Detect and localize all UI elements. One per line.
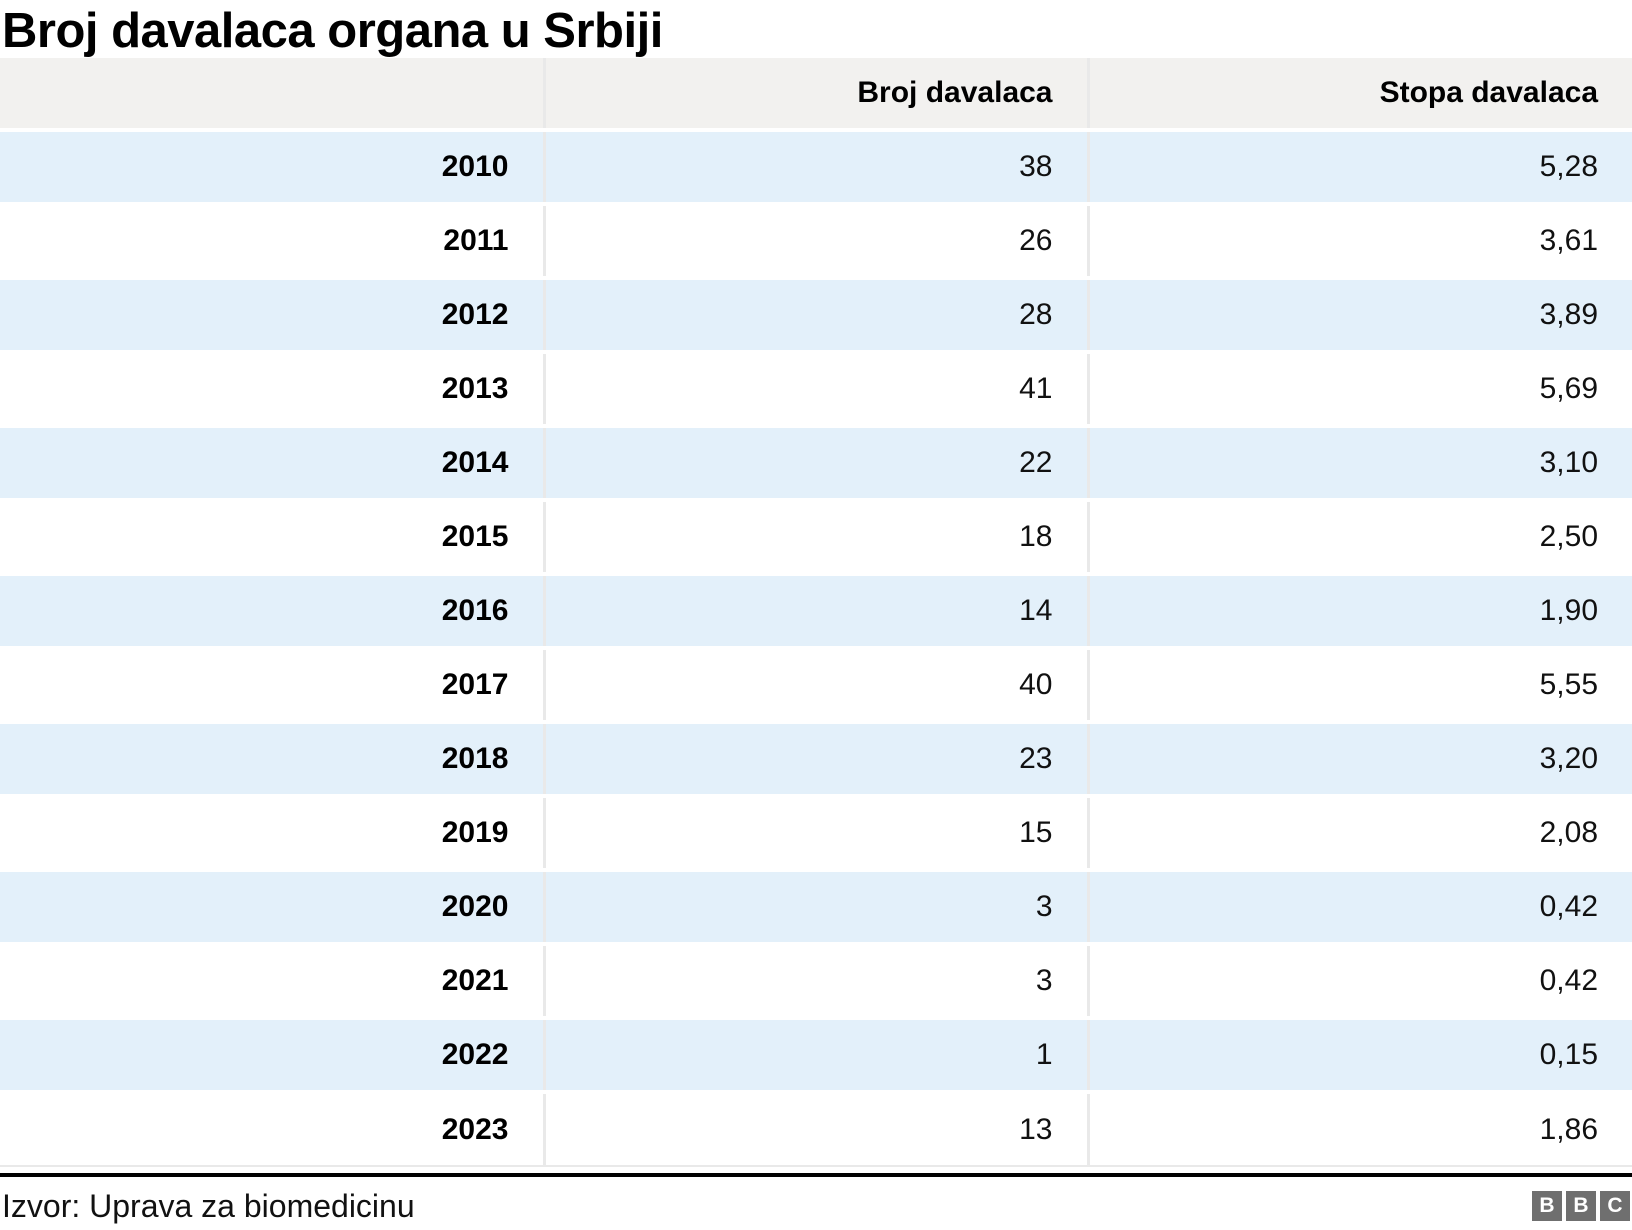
year-cell: 2015: [0, 500, 546, 576]
table-row: 2017 40 5,55: [0, 648, 1632, 724]
footer: Izvor: Uprava za biomedicinu B B C: [0, 1187, 1632, 1225]
donor-count-cell: 13: [544, 1092, 1090, 1167]
donor-rate-cell: 5,55: [1088, 648, 1632, 724]
bbc-logo: B B C: [1532, 1191, 1630, 1221]
year-cell: 2011: [0, 204, 546, 280]
donor-rate-cell: 1,86: [1088, 1092, 1632, 1167]
donor-count-cell: 3: [544, 944, 1090, 1020]
table-row: 2011 26 3,61: [0, 204, 1632, 280]
table-body: 2010 38 5,28 2011 26 3,61 2012 28 3,89 2013 41 5,69…: [0, 130, 1632, 1167]
year-cell: 2013: [0, 352, 546, 428]
year-cell: 2023: [0, 1092, 546, 1167]
table-row: 2015 18 2,50: [0, 500, 1632, 576]
donor-rate-cell: 3,89: [1088, 278, 1632, 354]
year-cell: 2012: [0, 278, 546, 354]
donor-rate-cell: 2,50: [1088, 500, 1632, 576]
year-cell: 2014: [0, 426, 546, 502]
donor-rate-cell: 2,08: [1088, 796, 1632, 872]
donor-rate-cell: 3,20: [1088, 722, 1632, 798]
donor-count-cell: 23: [544, 722, 1090, 798]
donor-count-cell: 18: [544, 500, 1090, 576]
donor-count-cell: 38: [544, 130, 1090, 206]
header-cell-broj-davalaca: Broj davalaca: [544, 58, 1090, 132]
data-table: Broj davalaca Stopa davalaca 2010 38 5,28 2…: [0, 58, 1632, 1167]
donor-count-cell: 26: [544, 204, 1090, 280]
year-cell: 2016: [0, 574, 546, 650]
donor-rate-cell: 3,10: [1088, 426, 1632, 502]
donor-count-cell: 1: [544, 1018, 1090, 1094]
year-cell: 2018: [0, 722, 546, 798]
donor-rate-cell: 0,42: [1088, 870, 1632, 946]
table-row: 2010 38 5,28: [0, 130, 1632, 206]
donor-count-cell: 14: [544, 574, 1090, 650]
bbc-logo-block-c: C: [1600, 1191, 1630, 1221]
donor-rate-cell: 0,42: [1088, 944, 1632, 1020]
table-row: 2014 22 3,10: [0, 426, 1632, 502]
header-cell-stopa-davalaca: Stopa davalaca: [1088, 58, 1632, 132]
table-row: 2013 41 5,69: [0, 352, 1632, 428]
donor-count-cell: 22: [544, 426, 1090, 502]
year-cell: 2021: [0, 944, 546, 1020]
table-row: 2023 13 1,86: [0, 1092, 1632, 1167]
donor-count-cell: 40: [544, 648, 1090, 724]
year-cell: 2022: [0, 1018, 546, 1094]
donor-count-cell: 3: [544, 870, 1090, 946]
year-cell: 2020: [0, 870, 546, 946]
table-row: 2016 14 1,90: [0, 574, 1632, 650]
year-cell: 2017: [0, 648, 546, 724]
donor-count-cell: 15: [544, 796, 1090, 872]
chart-title: Broj davalaca organa u Srbiji: [2, 4, 663, 58]
donor-rate-cell: 0,15: [1088, 1018, 1632, 1094]
table-row: 2019 15 2,08: [0, 796, 1632, 872]
donor-rate-cell: 3,61: [1088, 204, 1632, 280]
year-cell: 2010: [0, 130, 546, 206]
divider-rule: [0, 1173, 1632, 1177]
donor-rate-cell: 5,28: [1088, 130, 1632, 206]
table-row: 2020 3 0,42: [0, 870, 1632, 946]
table-row: 2022 1 0,15: [0, 1018, 1632, 1094]
donor-rate-cell: 1,90: [1088, 574, 1632, 650]
table-row: 2012 28 3,89: [0, 278, 1632, 354]
table-row: 2021 3 0,42: [0, 944, 1632, 1020]
year-cell: 2019: [0, 796, 546, 872]
source-label: Izvor: Uprava za biomedicinu: [2, 1188, 415, 1224]
donor-count-cell: 28: [544, 278, 1090, 354]
donor-rate-cell: 5,69: [1088, 352, 1632, 428]
header-row: Broj davalaca Stopa davalaca: [0, 58, 1632, 132]
header-cell-year: [0, 58, 546, 132]
donor-count-cell: 41: [544, 352, 1090, 428]
table-header: Broj davalaca Stopa davalaca: [0, 58, 1632, 132]
bbc-logo-block-b1: B: [1532, 1191, 1562, 1221]
bbc-logo-block-b2: B: [1566, 1191, 1596, 1221]
table-row: 2018 23 3,20: [0, 722, 1632, 798]
